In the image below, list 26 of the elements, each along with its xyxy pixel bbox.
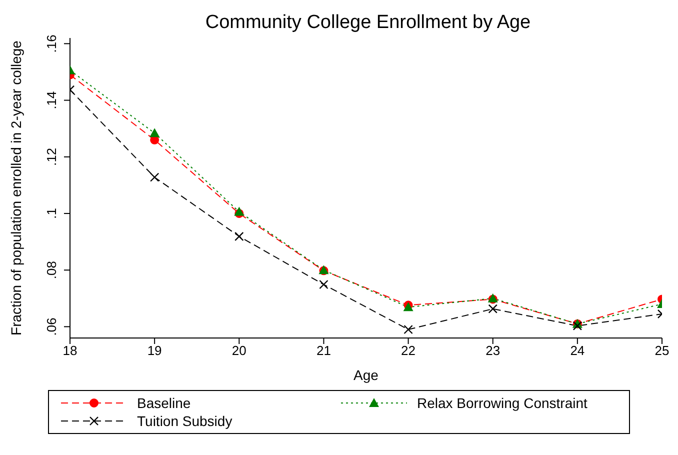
point [150,128,160,138]
y-tick-label: .16 [44,34,59,53]
point [150,172,160,182]
legend-label: Relax Borrowing Constraint [417,395,588,411]
x-tick-label: 23 [486,343,500,358]
y-axis-title: Fraction of population enrolled in 2-year college [8,40,24,336]
point [319,280,328,290]
x-tick-label: 19 [147,343,162,358]
y-tick-label: .1 [44,208,59,219]
y-tick-label: .06 [44,318,59,336]
point [404,324,413,334]
x-tick-label: 25 [654,343,670,358]
x-tick-label: 18 [62,343,78,358]
x-tick-label: 22 [401,343,416,358]
x-tick-label: 24 [570,343,585,358]
y-tick-label: .14 [44,91,59,110]
legend-label: Baseline [137,395,191,411]
x-tick-label: 20 [232,343,246,358]
y-tick-label: .08 [44,261,59,280]
x-tick-label: 21 [316,343,331,358]
point [234,232,244,241]
x-axis-title: Age [354,367,379,383]
point [488,304,498,314]
chart-title: Community College Enrollment by Age [205,12,531,33]
legend-label: Tuition Subsidy [137,413,232,429]
y-tick-label: .12 [44,148,59,166]
